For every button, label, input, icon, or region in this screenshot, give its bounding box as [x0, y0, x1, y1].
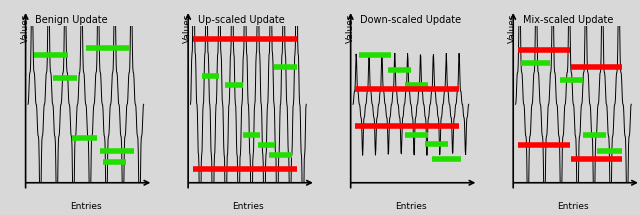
Text: Values: Values — [508, 13, 517, 43]
Text: Entries: Entries — [70, 202, 102, 210]
Text: Benign Update: Benign Update — [35, 15, 108, 25]
Text: Up-scaled Update: Up-scaled Update — [198, 15, 285, 25]
Text: Values: Values — [183, 13, 192, 43]
Text: Entries: Entries — [232, 202, 264, 210]
Text: Values: Values — [346, 13, 355, 43]
Text: Entries: Entries — [395, 202, 427, 210]
Text: Entries: Entries — [557, 202, 589, 210]
Text: Values: Values — [20, 13, 30, 43]
Text: Mix-scaled Update: Mix-scaled Update — [523, 15, 613, 25]
Text: Down-scaled Update: Down-scaled Update — [360, 15, 461, 25]
